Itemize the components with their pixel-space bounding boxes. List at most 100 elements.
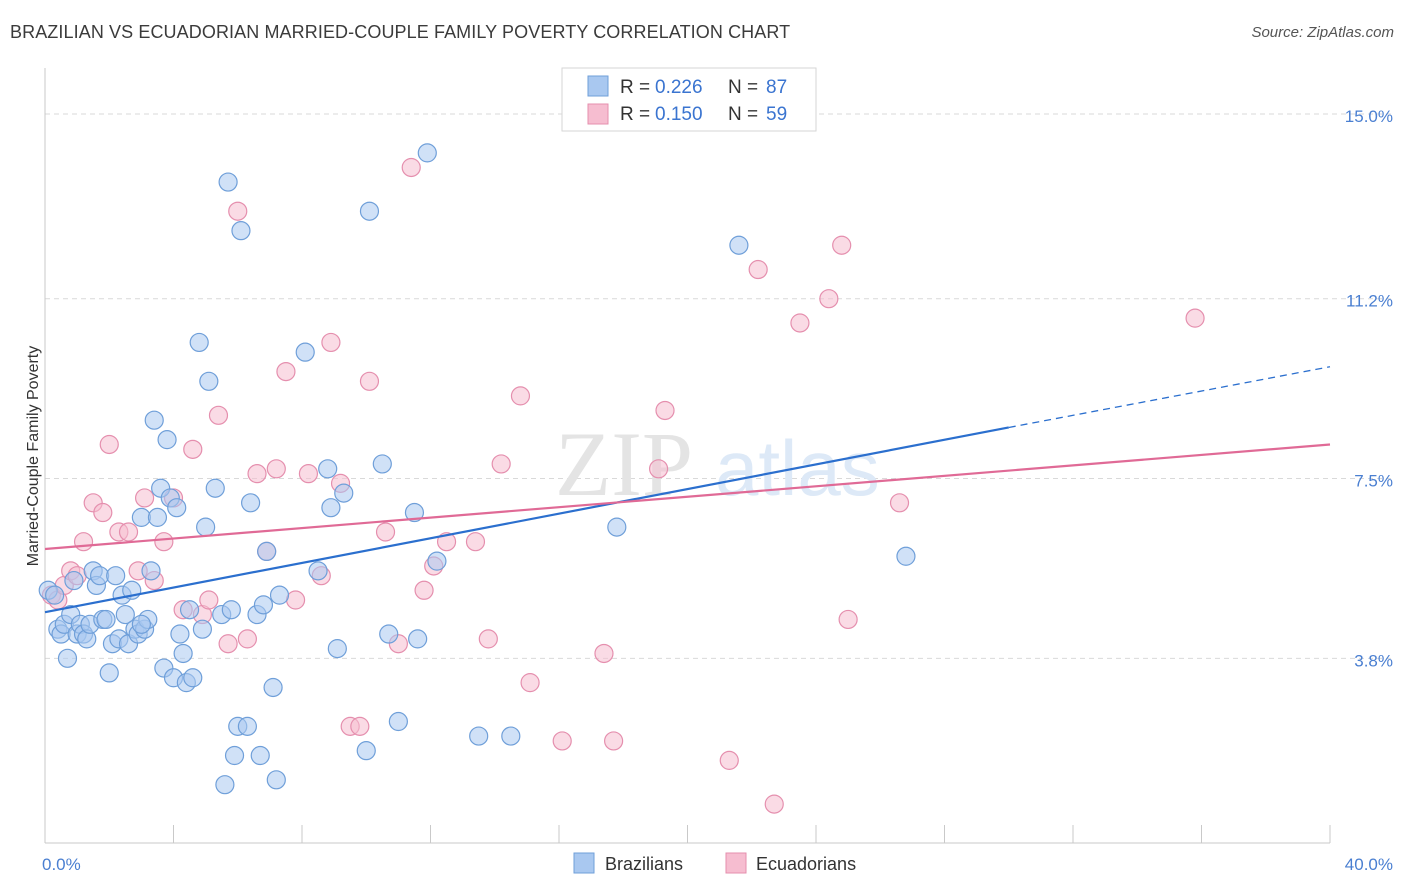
brazilian-point [221, 600, 241, 620]
brazilian-point [379, 624, 399, 644]
legend-swatch-brazilians [587, 75, 609, 97]
source-label: Source: ZipAtlas.com [1251, 24, 1394, 41]
brazilian-point [57, 648, 78, 668]
legend-n-label: N = [728, 104, 758, 125]
brazilian-point [215, 775, 235, 795]
watermark: ZIP [555, 413, 693, 515]
ecuadorian-point [520, 673, 540, 693]
legend-n-value: 59 [766, 104, 787, 125]
brazilian-point [205, 478, 225, 498]
brazilian-point [308, 561, 328, 581]
ecuadorian-point [838, 609, 858, 630]
bottom-legend-swatch-brazilians [573, 852, 595, 874]
ecuadorian-point [208, 405, 229, 425]
x-tick-label: 40.0% [1345, 855, 1393, 874]
legend-n-value: 87 [766, 77, 787, 98]
legend-n-label: N = [728, 77, 758, 98]
ecuadorian-point [350, 716, 370, 736]
brazilian-point [896, 546, 916, 566]
brazilian-point [167, 498, 187, 518]
ecuadorian-point [298, 464, 319, 484]
brazilian-point [189, 332, 209, 353]
ecuadorian-point [719, 750, 739, 770]
bottom-legend-swatch-ecuadorians [725, 852, 747, 874]
ecuadorian-point [359, 371, 380, 391]
brazilians-trend-line [44, 426, 1009, 614]
brazilian-point [224, 745, 245, 766]
brazilian-point [469, 726, 489, 746]
x-tick-label: 0.0% [42, 855, 81, 874]
brazilian-point [231, 221, 251, 241]
brazilian-point [372, 454, 392, 474]
brazilian-point [607, 517, 627, 537]
ecuadorian-point [276, 361, 296, 382]
legend-r-value: 0.226 [655, 77, 703, 98]
ecuadorian-point [648, 459, 669, 479]
ecuadorian-point [748, 259, 768, 280]
y-tick-label: 3.8% [1354, 651, 1393, 670]
brazilian-point [253, 595, 274, 615]
ecuadorian-point [228, 201, 248, 221]
bottom-legend: Brazilians Ecuadorians [573, 852, 856, 874]
ecuadorian-point [1185, 308, 1205, 328]
ecuadorian-point [401, 157, 421, 178]
brazilian-point [170, 624, 190, 644]
ecuadorian-point [73, 532, 94, 552]
chart-title: BRAZILIAN VS ECUADORIAN MARRIED-COUPLE F… [10, 22, 791, 42]
brazilian-point [96, 609, 116, 630]
brazilian-point [359, 201, 380, 221]
ecuadorian-point [118, 522, 139, 542]
brazilian-point [99, 663, 119, 683]
ecuadorian-point [491, 454, 511, 474]
brazilian-point [183, 668, 203, 688]
brazilian-point [106, 566, 126, 586]
ecuadorian-point [764, 794, 784, 814]
brazilian-point [269, 585, 290, 605]
brazilian-point [263, 677, 283, 698]
y-tick-label: 11.2% [1346, 292, 1393, 311]
brazilian-point [196, 517, 216, 537]
brazilian-point [408, 629, 428, 649]
ecuadorian-point [414, 580, 434, 600]
brazilian-point [90, 566, 110, 586]
ecuadorian-point [790, 313, 810, 333]
ecuadorian-point [552, 731, 572, 751]
ecuadorian-point [510, 386, 531, 406]
ecuadorian-point [889, 493, 910, 513]
legend-r-label: R = [620, 104, 650, 125]
brazilian-point [64, 570, 84, 591]
y-tick-label: 15.0% [1345, 107, 1393, 126]
brazilian-point [241, 493, 261, 513]
ecuadorian-point [321, 332, 341, 353]
ecuadorian-point [478, 629, 498, 649]
brazilian-point [295, 342, 315, 362]
ecuadorian-point [594, 643, 614, 664]
ecuadorian-point [99, 434, 119, 455]
ecuadorians-points [41, 157, 1205, 814]
brazilians-points [38, 143, 916, 795]
axes [44, 68, 1331, 844]
brazilian-point [131, 614, 151, 634]
ecuadorian-point [655, 400, 675, 421]
ecuadorian-point [199, 590, 219, 610]
brazilian-point [404, 502, 425, 523]
ecuadorians-trend-line [44, 443, 1331, 551]
brazilian-point [417, 143, 437, 163]
brazilian-point [501, 726, 521, 746]
x-tick-labels: 0.0% 40.0% [42, 855, 1393, 874]
brazilian-point [173, 643, 193, 664]
brazilians-trend-extension [1008, 366, 1331, 429]
brazilian-point [144, 410, 164, 430]
brazilian-point [318, 459, 338, 479]
legend-r-label: R = [620, 77, 650, 98]
brazilian-point [141, 561, 161, 581]
ecuadorian-point [465, 532, 486, 552]
trend-lines [44, 366, 1331, 614]
brazilian-point [218, 172, 238, 192]
ecuadorian-point [604, 731, 624, 751]
ecuadorian-point [247, 464, 267, 484]
bottom-legend-ecuadorians: Ecuadorians [756, 854, 856, 874]
ecuadorian-point [154, 532, 174, 552]
ecuadorian-point [285, 590, 306, 610]
